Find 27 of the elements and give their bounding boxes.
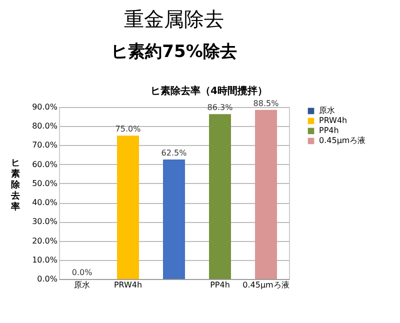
y-tick-label: 80.0% bbox=[32, 122, 58, 131]
y-axis-title: ヒ素除去率 bbox=[10, 158, 21, 212]
chart-subtitle: ヒ素約75%除去 bbox=[111, 42, 237, 62]
data-label: 62.5% bbox=[161, 148, 188, 158]
chart-title: 重金属除去 bbox=[124, 7, 224, 31]
text: ヒ素除去率（4時間攪拌） bbox=[150, 85, 268, 97]
y-tick-label: 50.0% bbox=[32, 178, 58, 188]
x-tick-label: PP4h bbox=[210, 280, 230, 290]
data-label: 88.5% bbox=[253, 98, 280, 108]
y-tick-label: 10.0% bbox=[32, 255, 58, 264]
legend-label: PRW4h bbox=[319, 116, 348, 125]
x-tick-label: 原水 bbox=[74, 280, 90, 290]
legend-label: PP4h bbox=[319, 126, 339, 135]
data-label: 0.0% bbox=[72, 268, 93, 277]
legend-label: 原水 bbox=[319, 106, 335, 115]
data-label: 86.3% bbox=[207, 103, 234, 112]
data-label: 75.0% bbox=[115, 124, 142, 134]
y-tick-label: 30.0% bbox=[32, 217, 58, 226]
y-tick-label: 60.0% bbox=[32, 160, 58, 169]
y-tick-label: 20.0% bbox=[32, 236, 58, 246]
x-tick-label: 0.45μmろ液 bbox=[242, 280, 290, 290]
y-tick-label: 0.0% bbox=[37, 274, 58, 284]
x-tick-label: PRW4h bbox=[114, 280, 142, 290]
y-tick-label: 90.0% bbox=[32, 102, 58, 112]
y-tick-label: 40.0% bbox=[32, 198, 58, 208]
y-tick-label: 70.0% bbox=[32, 140, 58, 150]
legend-label: 0.45μmろ液 bbox=[319, 136, 366, 145]
